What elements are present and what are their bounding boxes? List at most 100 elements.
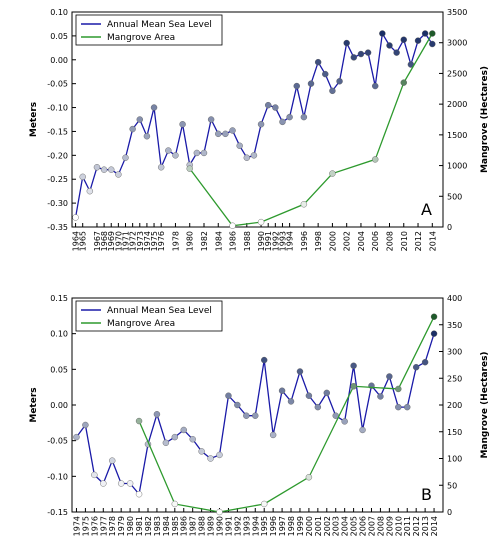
- data-point: [252, 412, 259, 419]
- y2-tick-label: 500: [447, 192, 462, 201]
- x-tick-label: 2011: [403, 516, 412, 536]
- x-tick-label: 1990: [257, 231, 266, 251]
- legend-label: Mangrove Area: [107, 33, 175, 43]
- x-tick-label: 2012: [412, 516, 421, 536]
- y-tick-label: -0.10: [47, 104, 68, 113]
- data-point: [379, 30, 386, 37]
- data-point: [414, 37, 422, 44]
- x-tick-label: 2006: [359, 516, 368, 536]
- x-tick-label: 1995: [260, 516, 269, 536]
- data-point: [79, 173, 86, 181]
- x-tick-label: 1998: [314, 231, 323, 251]
- y2-axis-label: Mangrove (Hectares): [480, 351, 490, 458]
- data-point: [261, 356, 268, 364]
- y-tick-label: 0.05: [50, 365, 68, 374]
- x-tick-label: 1969: [107, 231, 116, 251]
- data-point: [329, 170, 336, 177]
- data-point: [350, 54, 358, 61]
- data-point: [115, 171, 122, 178]
- y-tick-label: 0.15: [50, 294, 68, 303]
- y2-tick-label: 100: [447, 455, 462, 464]
- y-tick-label: -0.25: [47, 175, 68, 184]
- x-tick-label: 2006: [371, 231, 380, 251]
- panel-label: A: [421, 200, 432, 219]
- data-point: [222, 130, 229, 138]
- data-point: [216, 451, 223, 459]
- x-tick-label: 1985: [171, 516, 180, 536]
- x-tick-label: 2014: [430, 516, 439, 536]
- x-tick-label: 1997: [278, 516, 287, 536]
- data-point: [307, 80, 315, 87]
- data-point: [91, 471, 98, 479]
- x-tick-label: 1965: [79, 231, 88, 251]
- x-tick-label: 2003: [332, 516, 341, 536]
- legend-label: Mangrove Area: [107, 319, 175, 329]
- x-tick-label: 2008: [376, 516, 385, 536]
- data-point: [180, 426, 187, 434]
- y-axis-label: Meters: [29, 387, 39, 422]
- data-point: [314, 403, 322, 411]
- data-point: [86, 187, 94, 195]
- x-tick-label: 1967: [93, 231, 102, 251]
- data-point: [372, 82, 379, 90]
- x-tick-label: 2002: [343, 231, 352, 251]
- x-tick-label: 1974: [72, 516, 81, 536]
- x-tick-label: 1980: [186, 231, 195, 251]
- x-tick-label: 1993: [242, 516, 251, 536]
- y-axis-label: Meters: [29, 102, 39, 137]
- data-point: [350, 383, 357, 390]
- x-tick-label: 2007: [367, 516, 376, 536]
- data-point: [82, 421, 89, 429]
- data-point: [364, 49, 372, 56]
- x-tick-label: 1990: [216, 516, 225, 536]
- data-point: [395, 403, 402, 411]
- data-point: [296, 368, 304, 375]
- x-tick-label: 2004: [341, 516, 350, 536]
- series-line: [138, 316, 435, 513]
- data-point: [172, 152, 179, 159]
- x-tick-label: 1984: [214, 231, 223, 251]
- panel: 0.10 0.05 0.00 -0.05 -0.10 -0.15 -0.20 -0.25 -0.…: [29, 8, 490, 251]
- data-point: [200, 149, 208, 157]
- y-tick-label: -0.05: [47, 437, 68, 446]
- y-tick-label: 0.00: [50, 401, 68, 410]
- x-tick-label: 1979: [117, 516, 126, 536]
- data-point: [421, 359, 429, 366]
- y2-tick-label: 350: [447, 321, 462, 330]
- y-tick-label: -0.15: [47, 127, 68, 136]
- y-tick-label: -0.35: [47, 223, 68, 232]
- data-point: [300, 201, 308, 208]
- x-tick-label: 1996: [269, 516, 278, 536]
- data-point: [386, 373, 393, 380]
- data-point: [329, 87, 336, 95]
- legend-label: Annual Mean Sea Level: [107, 20, 212, 30]
- y2-tick-label: 1000: [447, 162, 467, 171]
- data-point: [279, 118, 286, 126]
- x-tick-label: 1986: [229, 231, 238, 251]
- data-point: [207, 455, 214, 462]
- y-tick-label: -0.15: [47, 508, 68, 517]
- data-point: [386, 42, 393, 49]
- plot-frame: [71, 297, 444, 513]
- data-point: [73, 433, 80, 441]
- x-tick-label: 2002: [323, 516, 332, 536]
- data-point: [305, 392, 313, 399]
- x-tick-label: 1987: [189, 516, 198, 536]
- x-tick-label: 1964: [72, 231, 81, 251]
- data-point: [314, 58, 322, 66]
- x-tick-label: 1978: [108, 516, 117, 536]
- data-point: [322, 70, 329, 78]
- x-tick-label: 2014: [428, 231, 437, 251]
- data-point: [72, 214, 79, 221]
- x-tick-label: 2004: [357, 231, 366, 251]
- y2-tick-label: 3500: [447, 8, 467, 17]
- data-point: [193, 149, 201, 157]
- series-line: [74, 31, 433, 218]
- legend-box: [75, 300, 223, 332]
- y-tick-label: 0.00: [50, 56, 68, 65]
- data-point: [150, 104, 158, 111]
- data-point: [412, 363, 420, 371]
- data-point: [136, 116, 143, 123]
- data-point: [157, 164, 165, 171]
